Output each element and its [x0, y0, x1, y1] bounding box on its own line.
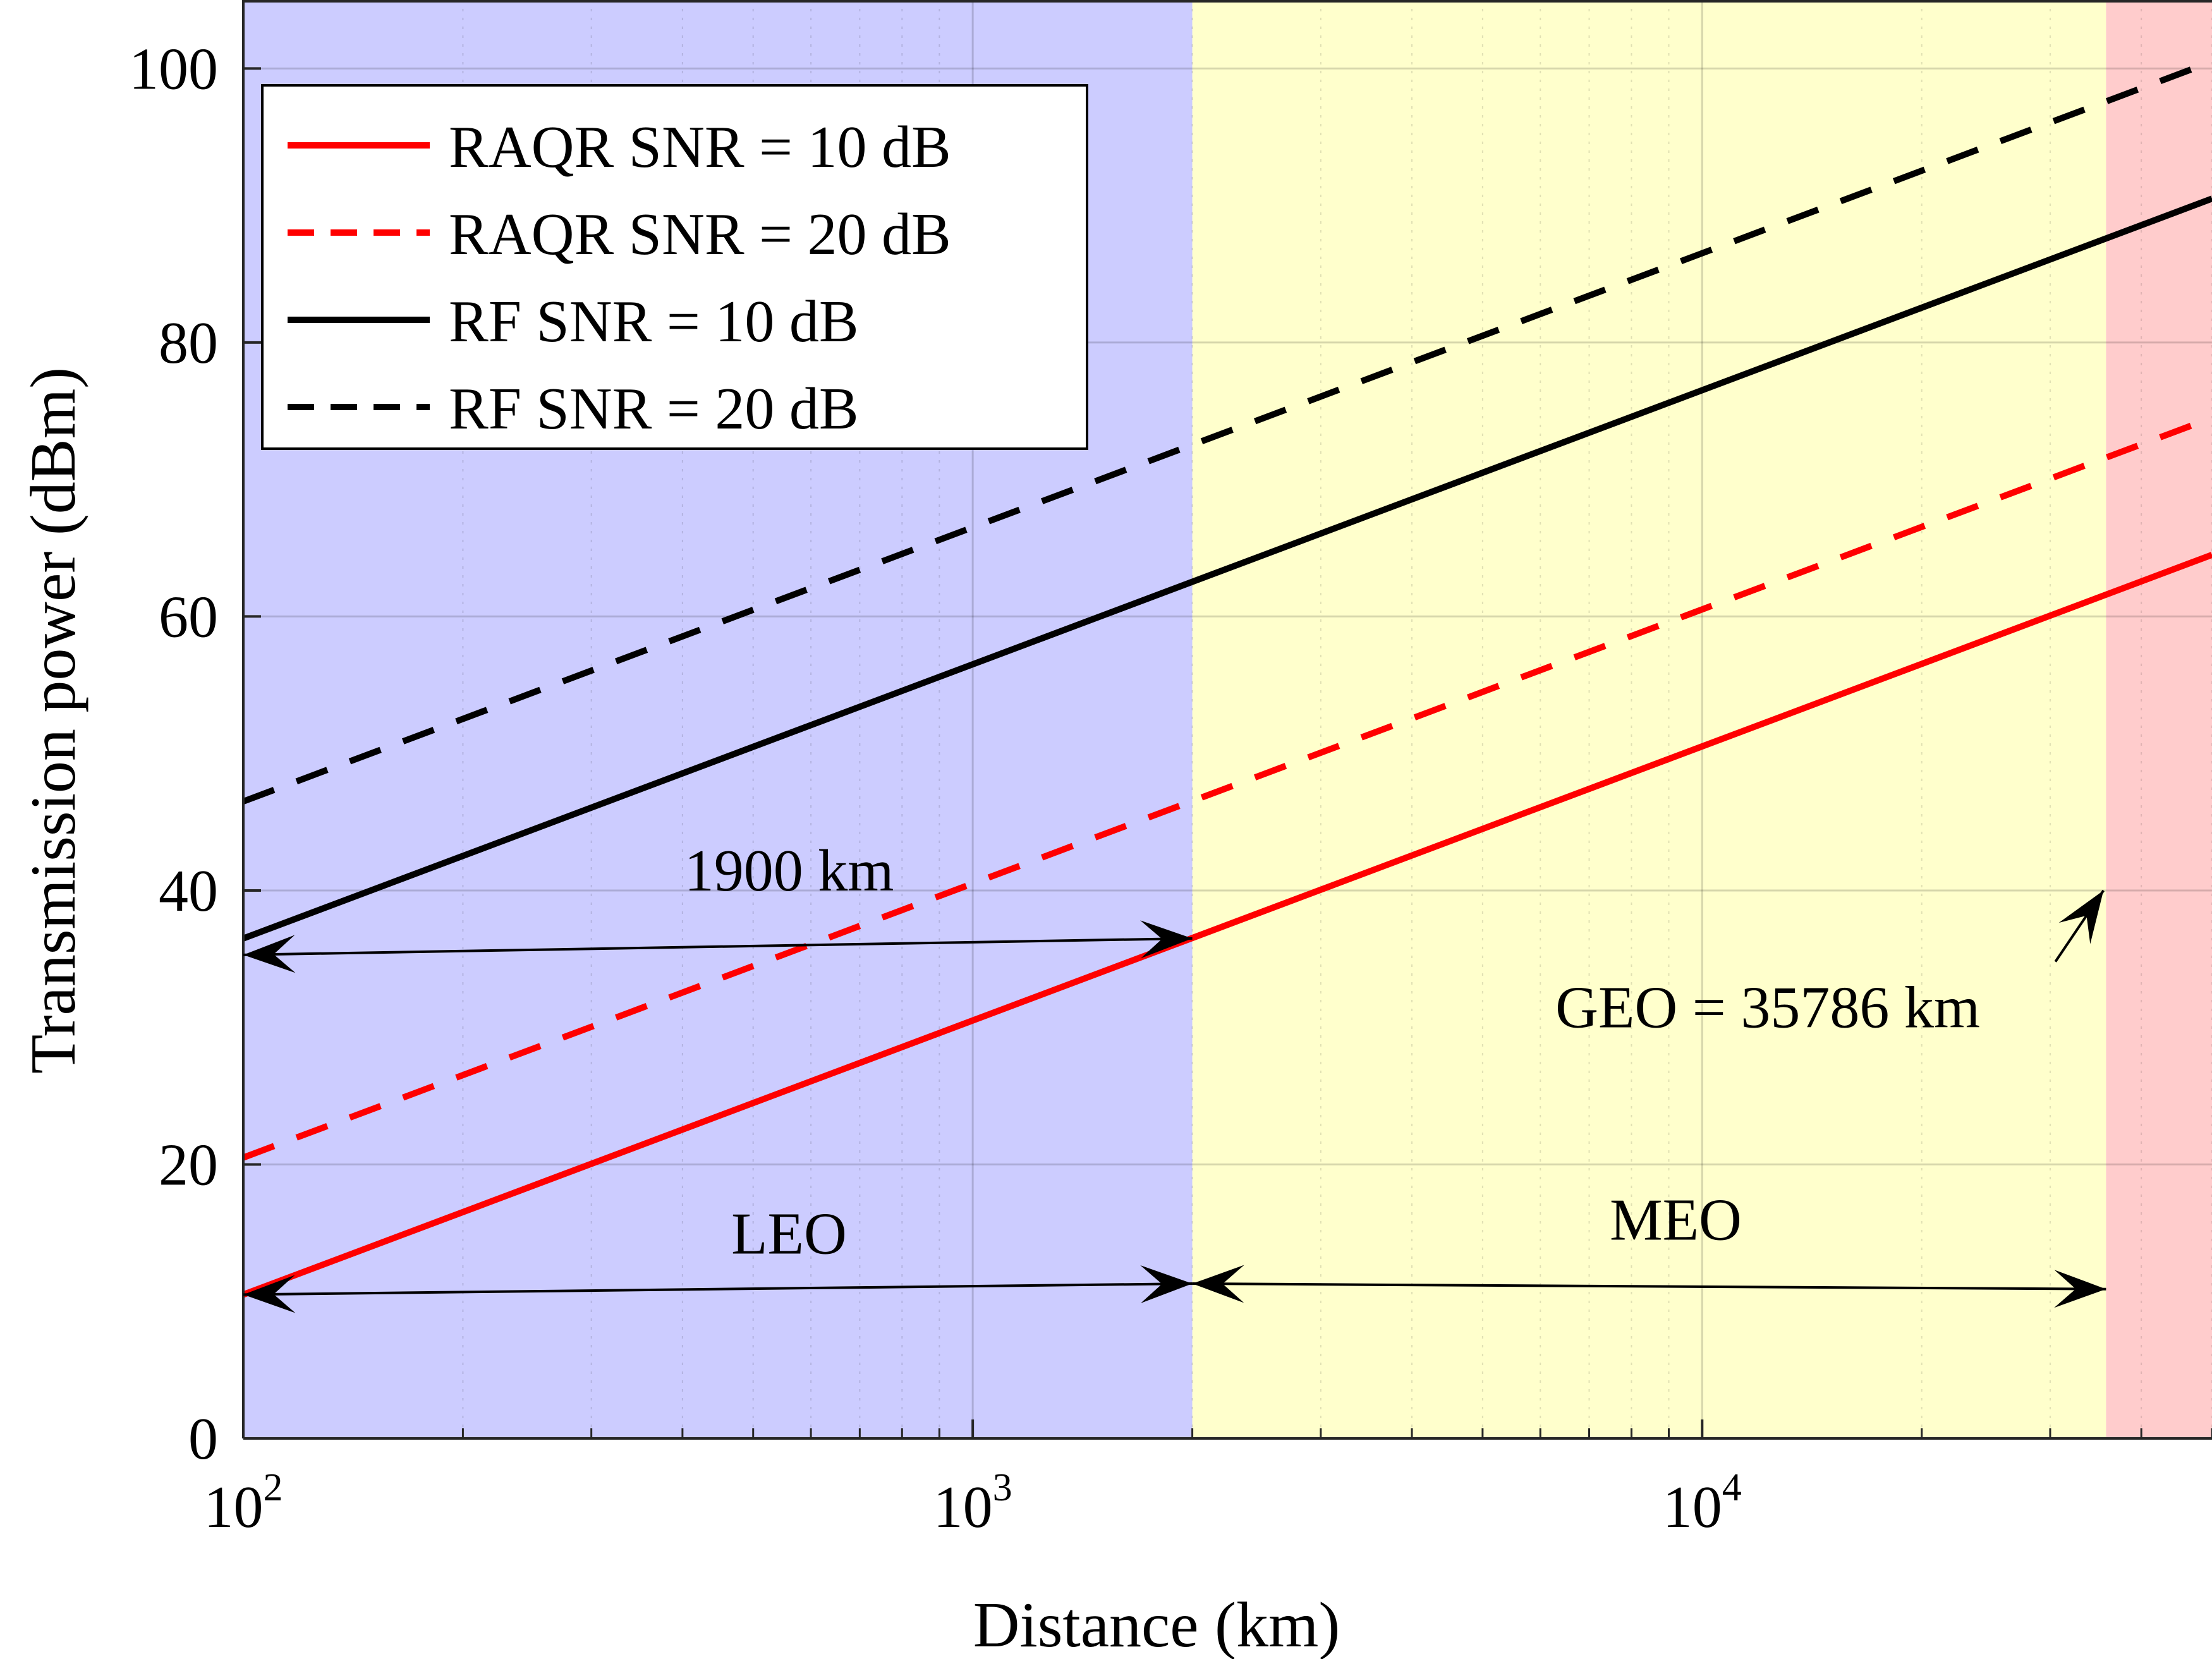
axes-layer: 0 20 40 60 80 100 102 103 104: [129, 0, 2212, 1540]
annotation-label-meo: MEO: [1610, 1188, 1742, 1253]
legend-label-rf-snr-20-db: RF SNR = 20 dB: [449, 376, 859, 442]
series-line-raqr-snr-20-db: [243, 415, 2212, 1161]
arrowhead-leo: [243, 1275, 296, 1313]
annotation-layer: 1900 km LEO MEO GEO = 35786 km: [243, 838, 2106, 1313]
arrowhead-leo: [1140, 1265, 1193, 1304]
y-tick-label: 80: [159, 310, 218, 376]
y-axis-title: Transmission power (dBm): [18, 367, 89, 1074]
series-line-rf-snr-10-db: [243, 195, 2212, 942]
y-tick-label: 0: [188, 1406, 218, 1472]
y-tick-label: 40: [159, 858, 218, 924]
region-geo: [2106, 0, 2212, 1438]
y-tick-label: 100: [129, 36, 218, 102]
annotation-arrow-meo: [1192, 1282, 2106, 1291]
legend-label-raqr-snr-10-db: RAQR SNR = 10 dB: [449, 114, 951, 180]
series-line-raqr-snr-10-db: [243, 552, 2212, 1298]
y-tick-label: 20: [159, 1132, 218, 1198]
arrowhead-meo: [1192, 1265, 1244, 1303]
series-layer: [243, 58, 2212, 1298]
series-line-rf-snr-20-db: [243, 58, 2212, 805]
legend-label-raqr-snr-20-db: RAQR SNR = 20 dB: [449, 202, 951, 267]
x-tick-label: 104: [1663, 1466, 1742, 1540]
y-tick-label: 60: [159, 584, 218, 650]
annotation-label-leo: LEO: [731, 1201, 847, 1267]
annotation-label-geo-35786-km: GEO = 35786 km: [1555, 975, 1980, 1041]
legend-label-rf-snr-10-db: RF SNR = 10 dB: [449, 289, 859, 355]
annotation-label-1900-km: 1900 km: [684, 838, 894, 904]
x-axis-title: Distance (km): [973, 1589, 1340, 1659]
x-tick-label: 102: [204, 1466, 283, 1540]
arrowhead-1900-km: [1140, 920, 1193, 959]
annotation-arrow-leo: [243, 1282, 1193, 1296]
arrowhead-geo-35786-km: [2058, 890, 2104, 944]
arrowhead-1900-km: [243, 935, 296, 973]
legend: RAQR SNR = 10 dB RAQR SNR = 20 dB RF SNR =…: [261, 84, 1088, 450]
arrowhead-meo: [2054, 1270, 2106, 1308]
x-tick-label: 103: [933, 1466, 1012, 1540]
region-meo: [1192, 0, 2106, 1438]
annotation-arrow-1900-km: [243, 937, 1193, 956]
